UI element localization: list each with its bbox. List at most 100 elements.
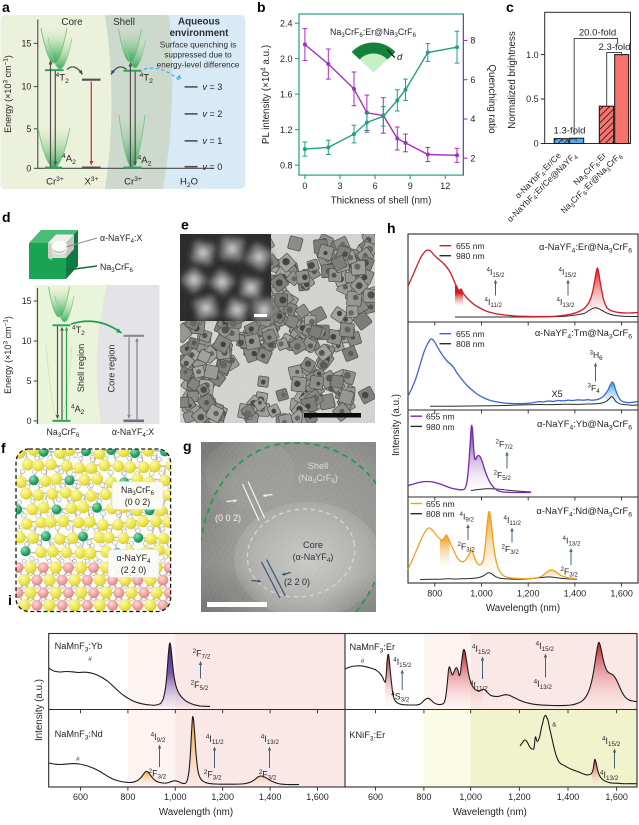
svg-text:10: 10 (22, 336, 32, 346)
svg-text:d: d (2, 209, 11, 225)
svg-text:Intensity (a.u.): Intensity (a.u.) (34, 679, 45, 741)
svg-text:Wavelength (nm): Wavelength (nm) (159, 807, 233, 818)
svg-text:d: d (397, 52, 403, 63)
svg-text:PL intensity (×104 a.u.): PL intensity (×104 a.u.) (259, 45, 272, 144)
svg-text:Energy (×103 cm−1): Energy (×103 cm−1) (3, 55, 13, 133)
svg-text:1,400: 1,400 (564, 589, 587, 599)
svg-text:980 nm: 980 nm (426, 422, 455, 432)
svg-text:1.2: 1.2 (280, 125, 293, 135)
svg-text:= 2: = 2 (210, 109, 223, 119)
svg-text:f: f (1, 440, 6, 456)
svg-text:#: # (361, 658, 365, 665)
svg-text:= 1: = 1 (210, 136, 223, 146)
svg-text:15: 15 (22, 296, 32, 306)
svg-text:v: v (203, 82, 208, 92)
svg-text:3: 3 (337, 181, 342, 191)
svg-text:600: 600 (73, 792, 88, 802)
svg-text:2: 2 (470, 153, 475, 163)
svg-text:g: g (183, 438, 192, 454)
svg-text:0: 0 (27, 416, 32, 426)
svg-text:Shell: Shell (308, 461, 328, 471)
svg-text:b: b (257, 0, 266, 15)
svg-text:X5: X5 (552, 389, 563, 399)
svg-text:1.6: 1.6 (280, 89, 293, 99)
svg-text:Core region: Core region (107, 344, 117, 392)
svg-text:1,200: 1,200 (211, 792, 234, 802)
svg-text:(0 0 2): (0 0 2) (215, 513, 241, 523)
svg-text:energy-level difference: energy-level difference (157, 61, 240, 70)
svg-text:Core: Core (303, 540, 323, 550)
svg-text:0.8: 0.8 (280, 160, 293, 170)
svg-text:Surface quenching is: Surface quenching is (160, 41, 236, 50)
svg-text:655 nm: 655 nm (456, 241, 485, 251)
svg-text:Shell region: Shell region (76, 344, 86, 393)
svg-text:1,400: 1,400 (259, 792, 282, 802)
svg-text:v: v (203, 136, 208, 146)
svg-text:2.0: 2.0 (280, 54, 293, 64)
svg-text:(2 2 0): (2 2 0) (121, 565, 146, 575)
svg-text:8: 8 (470, 36, 475, 46)
svg-text:Wavelength (nm): Wavelength (nm) (486, 603, 560, 614)
svg-text:0: 0 (302, 181, 307, 191)
svg-text:808 nm: 808 nm (426, 509, 455, 519)
svg-text:1,400: 1,400 (557, 792, 580, 802)
svg-text:Energy (×103 cm−1): Energy (×103 cm−1) (3, 316, 13, 394)
svg-text:980 nm: 980 nm (456, 251, 485, 261)
svg-text:6: 6 (470, 75, 475, 85)
svg-text:2.3-fold: 2.3-fold (599, 42, 631, 53)
svg-text:= 0: = 0 (210, 162, 223, 172)
svg-text:1,200: 1,200 (508, 792, 531, 802)
svg-text:i: i (8, 592, 12, 608)
svg-text:800: 800 (427, 589, 442, 599)
svg-text:15: 15 (22, 38, 32, 48)
svg-text:h: h (387, 220, 396, 236)
svg-text:Quenching ratio: Quenching ratio (486, 64, 497, 134)
svg-text:2.4: 2.4 (280, 18, 293, 28)
svg-text:9: 9 (408, 181, 413, 191)
svg-text:1,000: 1,000 (164, 792, 187, 802)
svg-text:6: 6 (373, 181, 378, 191)
svg-text:= 3: = 3 (210, 82, 223, 92)
svg-text:suppressed due to: suppressed due to (164, 51, 232, 60)
svg-text:e: e (181, 217, 189, 233)
svg-text:#: # (88, 656, 92, 663)
svg-text:655 nm: 655 nm (426, 412, 455, 422)
svg-text:Shell: Shell (113, 17, 135, 28)
svg-text:&: & (552, 722, 557, 729)
svg-text:(2 2 0): (2 2 0) (284, 577, 310, 587)
svg-text:environment: environment (170, 28, 230, 39)
svg-text:655 nm: 655 nm (456, 329, 485, 339)
svg-text:1,600: 1,600 (605, 792, 628, 802)
svg-text:10: 10 (22, 82, 32, 92)
svg-text:Normalized brightness: Normalized brightness (507, 31, 518, 129)
svg-text:12: 12 (440, 181, 450, 191)
svg-text:a: a (2, 0, 10, 15)
svg-text:800: 800 (120, 792, 135, 802)
svg-text:4: 4 (470, 114, 475, 124)
svg-text:c: c (506, 0, 514, 15)
svg-text:1,600: 1,600 (610, 589, 633, 599)
svg-text:Wavelength (nm): Wavelength (nm) (453, 807, 527, 818)
svg-text:20.0-fold: 20.0-fold (579, 28, 616, 39)
svg-text:1,000: 1,000 (470, 589, 493, 599)
svg-text:655 nm: 655 nm (426, 499, 455, 509)
svg-text:0.5: 0.5 (526, 94, 539, 104)
svg-text:#: # (76, 756, 80, 763)
svg-text:800: 800 (416, 792, 431, 802)
svg-text:808 nm: 808 nm (456, 339, 485, 349)
svg-text:1,000: 1,000 (459, 792, 482, 802)
svg-text:v: v (203, 162, 208, 172)
svg-text:5: 5 (27, 376, 32, 386)
svg-text:1.0: 1.0 (526, 50, 539, 60)
svg-text:Core: Core (61, 17, 83, 28)
svg-text:5: 5 (26, 124, 31, 134)
svg-text:0: 0 (534, 139, 539, 149)
svg-text:Aqueous: Aqueous (178, 17, 220, 28)
svg-text:Intensity (a.u.): Intensity (a.u.) (391, 394, 402, 456)
svg-text:1,600: 1,600 (306, 792, 329, 802)
svg-text:0: 0 (26, 163, 31, 173)
svg-text:v: v (203, 109, 208, 119)
svg-text:1.3-fold: 1.3-fold (554, 126, 586, 137)
svg-text:Thickness of shell (nm): Thickness of shell (nm) (331, 196, 432, 207)
svg-text:(0 0 2): (0 0 2) (125, 497, 150, 507)
